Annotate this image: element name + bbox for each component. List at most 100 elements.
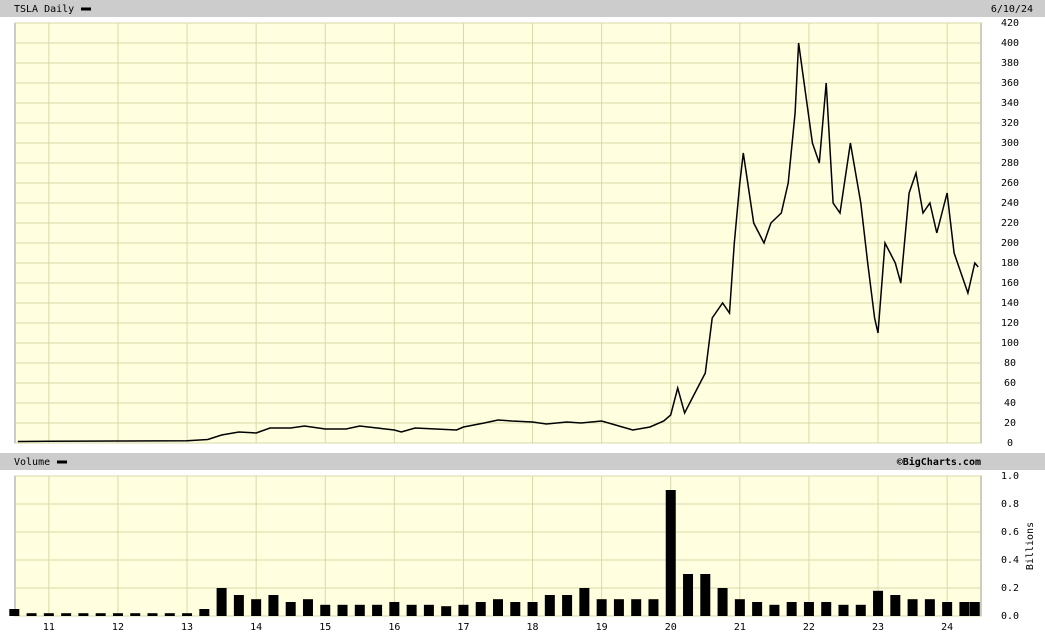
x-tick-label: 24 bbox=[941, 622, 953, 633]
volume-bar bbox=[95, 613, 106, 616]
y-tick-label: 20 bbox=[1004, 418, 1016, 429]
y-axis-label: Billions bbox=[1025, 522, 1036, 570]
volume-bar bbox=[199, 609, 210, 616]
volume-plot-area bbox=[14, 475, 982, 617]
y-tick-label: 220 bbox=[1001, 218, 1019, 229]
x-tick-label: 17 bbox=[457, 622, 469, 633]
volume-bar bbox=[458, 604, 469, 616]
y-tick-label: 160 bbox=[1001, 278, 1019, 289]
volume-bar bbox=[959, 602, 970, 616]
volume-bar bbox=[216, 588, 227, 616]
volume-bar bbox=[665, 490, 676, 616]
volume-bar bbox=[683, 574, 694, 616]
y-tick-label: 140 bbox=[1001, 298, 1019, 309]
volume-bar bbox=[285, 602, 296, 616]
price-line bbox=[17, 42, 979, 443]
volume-bar bbox=[389, 602, 400, 616]
volume-bar bbox=[596, 599, 607, 616]
volume-bar bbox=[648, 599, 659, 616]
volume-bar bbox=[873, 590, 884, 616]
volume-header-bar bbox=[0, 453, 1045, 470]
volume-bar bbox=[441, 606, 452, 616]
volume-bar bbox=[268, 595, 279, 616]
volume-bar bbox=[164, 613, 175, 616]
x-tick-label: 22 bbox=[803, 622, 815, 633]
header-bar bbox=[0, 0, 1045, 17]
volume-bar bbox=[475, 602, 486, 616]
chart-title: TSLA Daily bbox=[14, 4, 74, 15]
y-tick-label: 260 bbox=[1001, 178, 1019, 189]
volume-bar bbox=[233, 595, 244, 616]
volume-bar bbox=[337, 604, 348, 616]
volume-bar bbox=[182, 613, 193, 616]
volume-bar bbox=[112, 613, 123, 616]
volume-bar bbox=[61, 613, 72, 616]
volume-bar bbox=[147, 613, 158, 616]
volume-bar bbox=[78, 613, 89, 616]
volume-bar bbox=[130, 613, 141, 616]
volume-bar bbox=[890, 595, 901, 616]
y-tick-label: 400 bbox=[1001, 38, 1019, 49]
y-tick-label: 200 bbox=[1001, 238, 1019, 249]
volume-bar bbox=[924, 599, 935, 616]
y-tick-label: 40 bbox=[1004, 398, 1016, 409]
y-tick-label: 0.6 bbox=[1001, 527, 1019, 538]
volume-bar bbox=[9, 609, 20, 616]
y-tick-label: 340 bbox=[1001, 98, 1019, 109]
x-tick-label: 11 bbox=[43, 622, 55, 633]
volume-bar bbox=[907, 599, 918, 616]
volume-bar bbox=[700, 574, 711, 616]
source: ©BigCharts.com bbox=[897, 456, 981, 468]
volume-bar bbox=[786, 602, 797, 616]
volume-bar bbox=[838, 604, 849, 616]
volume-bar bbox=[406, 604, 417, 616]
y-tick-label: 0.4 bbox=[1001, 555, 1019, 566]
volume-bar bbox=[320, 604, 331, 616]
volume-bar bbox=[969, 602, 980, 616]
x-tick-label: 15 bbox=[319, 622, 331, 633]
volume-bar bbox=[372, 604, 383, 616]
volume-bar bbox=[493, 599, 503, 616]
volume-bar bbox=[752, 602, 763, 616]
x-tick-label: 20 bbox=[665, 622, 677, 633]
volume-bar bbox=[821, 602, 832, 616]
y-tick-label: 380 bbox=[1001, 58, 1019, 69]
y-tick-label: 300 bbox=[1001, 138, 1019, 149]
volume-title: Volume bbox=[14, 457, 50, 468]
y-tick-label: 360 bbox=[1001, 78, 1019, 89]
volume-bar bbox=[579, 588, 590, 616]
x-tick-label: 21 bbox=[734, 622, 746, 633]
y-tick-label: 0 bbox=[1007, 438, 1013, 449]
y-tick-label: 320 bbox=[1001, 118, 1019, 129]
y-tick-label: 80 bbox=[1004, 358, 1016, 369]
x-tick-label: 19 bbox=[596, 622, 608, 633]
volume-bar bbox=[302, 599, 313, 616]
x-tick-label: 13 bbox=[181, 622, 193, 633]
volume-bar bbox=[43, 613, 54, 616]
volume-bar bbox=[354, 604, 365, 616]
volume-bar bbox=[26, 613, 37, 616]
volume-bar bbox=[769, 604, 780, 616]
y-tick-label: 60 bbox=[1004, 378, 1016, 389]
y-tick-label: 100 bbox=[1001, 338, 1019, 349]
volume-bar bbox=[631, 599, 642, 616]
volume-bar bbox=[717, 588, 728, 616]
y-tick-label: 180 bbox=[1001, 258, 1019, 269]
volume-bar bbox=[562, 595, 573, 616]
price-plot-area bbox=[14, 22, 982, 444]
volume-bar bbox=[942, 602, 953, 616]
x-tick-label: 16 bbox=[388, 622, 400, 633]
x-tick-label: 23 bbox=[872, 622, 884, 633]
volume-bar bbox=[734, 599, 745, 616]
y-tick-label: 0.8 bbox=[1001, 499, 1019, 510]
y-tick-label: 420 bbox=[1001, 18, 1019, 29]
x-tick-label: 12 bbox=[112, 622, 124, 633]
volume-bar bbox=[613, 599, 624, 616]
volume-bar bbox=[855, 604, 866, 616]
y-tick-label: 120 bbox=[1001, 318, 1019, 329]
volume-bar bbox=[251, 599, 262, 616]
date: 6/10/24 bbox=[991, 4, 1033, 15]
volume-bar bbox=[527, 602, 538, 616]
